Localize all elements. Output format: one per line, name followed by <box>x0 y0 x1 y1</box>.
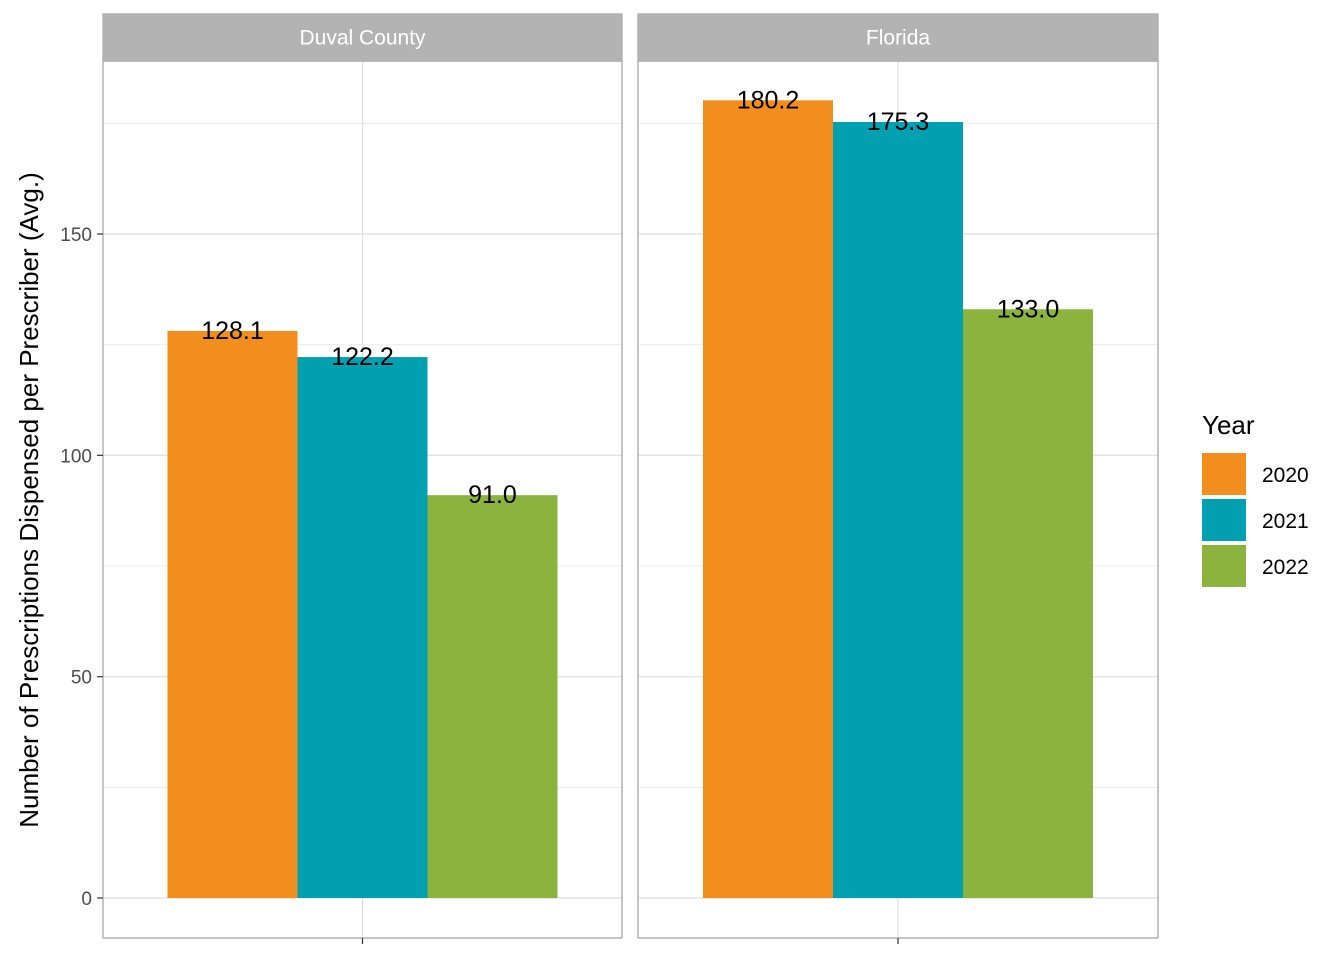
facet-strip-label: Florida <box>866 27 931 50</box>
y-tick-label: 0 <box>81 889 92 910</box>
bar-value-label: 175.3 <box>867 108 930 136</box>
legend-key-2021 <box>1202 499 1246 541</box>
bar-value-label: 128.1 <box>201 317 264 345</box>
bar-2021 <box>297 357 428 898</box>
legend-key-2020 <box>1202 453 1246 495</box>
bar-value-label: 133.0 <box>997 295 1060 323</box>
bar-value-label: 91.0 <box>468 481 517 509</box>
legend: Year 2020 2021 2022 <box>1202 410 1309 587</box>
bar-2020 <box>703 100 833 898</box>
y-tick-label: 50 <box>71 668 92 689</box>
facet-strip-label: Duval County <box>299 27 426 50</box>
legend-label: 2021 <box>1262 510 1309 533</box>
bar-value-label: 122.2 <box>331 343 394 371</box>
facet-panels: 128.1 122.2 91.0 Duval County 180.2 175.3 133.… <box>102 13 1159 944</box>
bar-value-label: 180.2 <box>737 86 800 114</box>
legend-key-2022 <box>1202 545 1246 587</box>
legend-label: 2022 <box>1262 556 1309 579</box>
bar-2022 <box>963 309 1093 899</box>
legend-label: 2020 <box>1262 464 1309 487</box>
facet-strip <box>102 13 623 62</box>
y-tick-label: 150 <box>60 225 92 246</box>
facet-panel: 128.1 122.2 91.0 Duval County <box>102 13 623 944</box>
bar-2020 <box>167 330 298 899</box>
bar-2021 <box>833 122 963 899</box>
y-axis: 0 50 100 150 <box>60 225 103 910</box>
legend-title: Year <box>1202 410 1255 440</box>
facet-strip <box>637 13 1159 62</box>
y-tick-label: 100 <box>60 446 92 467</box>
facet-panel: 180.2 175.3 133.0 Florida <box>637 13 1159 944</box>
y-axis-title: Number of Prescriptions Dispensed per Pr… <box>14 172 44 828</box>
bar-2022 <box>427 495 558 898</box>
